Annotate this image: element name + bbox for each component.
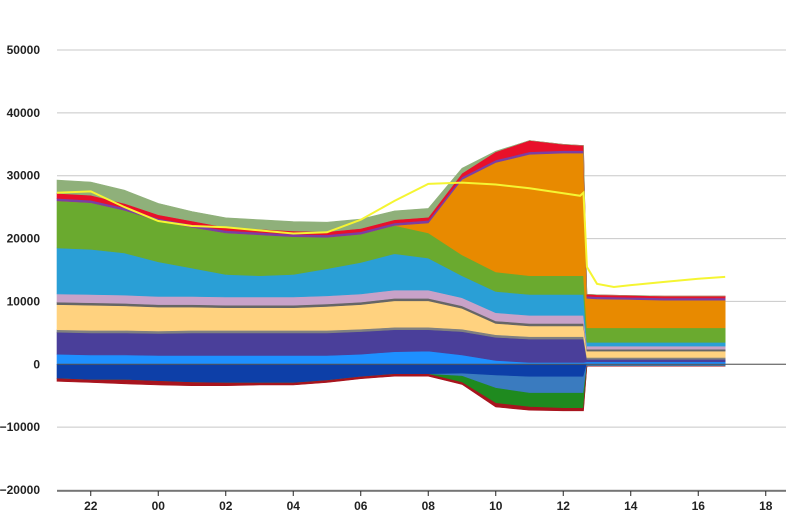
y-tick-label: 50000 (7, 43, 41, 57)
y-tick-label: 10000 (7, 294, 41, 308)
negative-area-series-1 (56, 364, 726, 384)
overlay-line-series (56, 181, 726, 289)
x-tick-label: 08 (422, 499, 436, 513)
x-tick-label: 18 (759, 499, 773, 513)
y-tick-label: 0 (33, 357, 40, 371)
area-series-group (56, 140, 726, 412)
x-axis-tick-labels: 22 00 02 04 06 08 10 12 14 16 18 (84, 499, 773, 513)
x-tick-label: 12 (557, 499, 571, 513)
y-tick-label: −10000 (0, 420, 40, 434)
x-tick-label: 02 (219, 499, 233, 513)
x-tick-label: 06 (354, 499, 368, 513)
x-tick-label: 16 (692, 499, 706, 513)
x-tick-label: 00 (152, 499, 166, 513)
y-tick-label: 40000 (7, 106, 41, 120)
y-tick-label: 30000 (7, 169, 41, 183)
x-tick-label: 04 (287, 499, 301, 513)
area-series-12 (56, 140, 726, 297)
line-series-group (56, 181, 726, 289)
x-tick-label: 10 (489, 499, 503, 513)
y-tick-label: −20000 (0, 483, 40, 497)
negative-area-series-4 (56, 365, 726, 412)
y-tick-label: 20000 (7, 232, 41, 246)
y-axis-tick-labels: 50000 40000 30000 20000 10000 0 −10000 −20000 (0, 43, 40, 497)
x-tick-label: 22 (84, 499, 98, 513)
x-tick-label: 14 (624, 499, 638, 513)
axes-group (57, 363, 786, 496)
